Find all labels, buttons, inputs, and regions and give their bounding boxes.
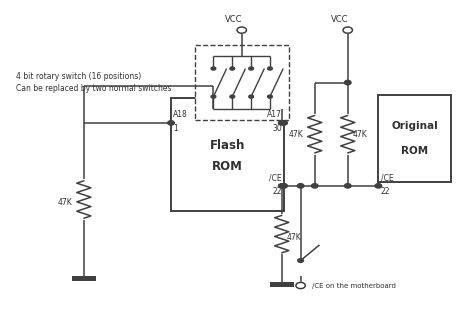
Circle shape xyxy=(297,184,304,188)
Text: ROM: ROM xyxy=(401,146,428,156)
Text: A18: A18 xyxy=(173,110,188,119)
Circle shape xyxy=(281,121,287,125)
Text: 47K: 47K xyxy=(286,233,301,242)
Circle shape xyxy=(211,95,216,98)
Text: ROM: ROM xyxy=(212,160,243,173)
Text: 47K: 47K xyxy=(57,198,72,207)
Circle shape xyxy=(237,27,246,33)
Bar xyxy=(270,282,293,287)
Text: A17: A17 xyxy=(267,110,282,119)
Text: 47K: 47K xyxy=(353,130,367,139)
Circle shape xyxy=(278,121,285,125)
Circle shape xyxy=(296,282,305,289)
Text: VCC: VCC xyxy=(225,15,242,24)
Text: 47K: 47K xyxy=(288,130,303,139)
Circle shape xyxy=(345,80,351,85)
Circle shape xyxy=(311,184,318,188)
Circle shape xyxy=(230,95,235,98)
Bar xyxy=(171,98,284,211)
Text: /CE: /CE xyxy=(269,173,282,182)
Circle shape xyxy=(168,121,174,125)
Circle shape xyxy=(375,184,382,188)
Text: Flash: Flash xyxy=(210,139,245,152)
Circle shape xyxy=(249,67,254,70)
Circle shape xyxy=(345,184,351,188)
Text: 22: 22 xyxy=(381,187,390,197)
Text: 4 bit rotary switch (16 positions)
Can be replaced by two normal switches: 4 bit rotary switch (16 positions) Can b… xyxy=(16,72,171,93)
Circle shape xyxy=(298,259,303,262)
Bar xyxy=(72,276,96,281)
Text: /CE on the motherboard: /CE on the motherboard xyxy=(312,283,396,289)
Circle shape xyxy=(211,67,216,70)
Text: /CE: /CE xyxy=(381,173,393,182)
Circle shape xyxy=(249,95,254,98)
Circle shape xyxy=(343,27,353,33)
Circle shape xyxy=(281,184,287,188)
Text: 30: 30 xyxy=(272,124,282,134)
Text: VCC: VCC xyxy=(330,15,348,24)
Bar xyxy=(378,95,451,182)
Circle shape xyxy=(268,67,273,70)
Circle shape xyxy=(230,67,235,70)
Circle shape xyxy=(268,95,273,98)
Text: Original: Original xyxy=(392,121,438,131)
Bar xyxy=(195,45,289,120)
Text: 22: 22 xyxy=(272,187,282,197)
Circle shape xyxy=(278,184,285,188)
Text: 1: 1 xyxy=(173,124,178,134)
